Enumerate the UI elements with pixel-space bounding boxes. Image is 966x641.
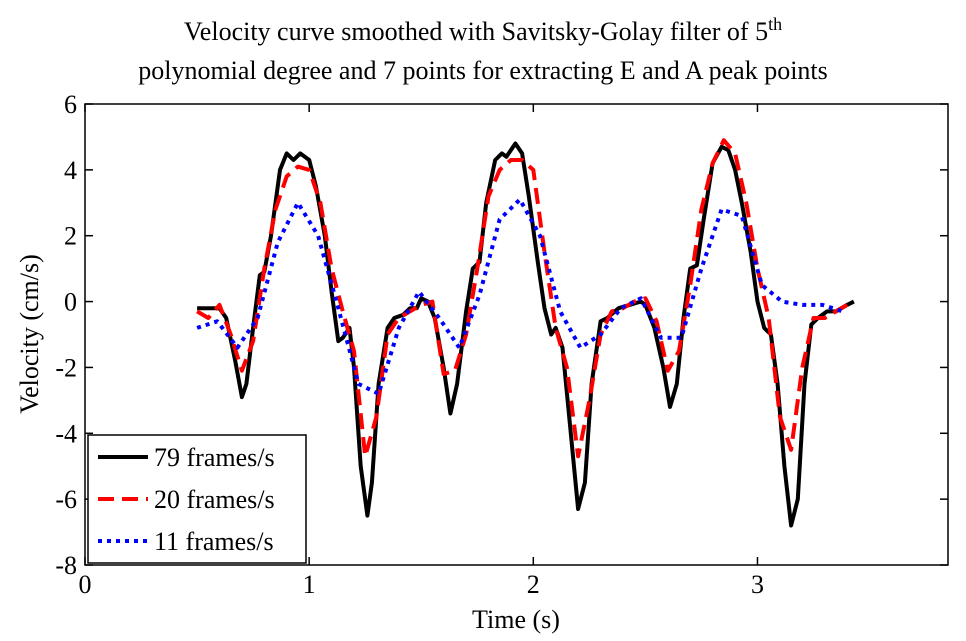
x-axis-label: Time (s): [472, 605, 560, 634]
y-tick-label: 6: [64, 90, 77, 119]
legend-label: 20 frames/s: [154, 485, 275, 514]
x-tick-label: 0: [79, 570, 92, 599]
title-text: Velocity curve smoothed with Savitsky-Go…: [184, 17, 768, 46]
data-line: [197, 141, 855, 528]
data-line: [196, 197, 844, 396]
chart-title: polynomial degree and 7 points for extra…: [138, 56, 828, 85]
legend-label: 11 frames/s: [154, 527, 274, 556]
y-tick-label: 2: [64, 222, 77, 251]
y-tick-label: -6: [55, 485, 77, 514]
legend-label: 79 frames/s: [154, 443, 275, 472]
y-axis-label: Velocity (cm/s): [15, 254, 44, 414]
x-tick-label: 3: [751, 570, 764, 599]
y-tick-label: 0: [64, 288, 77, 317]
chart-title: Velocity curve smoothed with Savitsky-Go…: [184, 14, 782, 46]
data-line: [196, 138, 849, 459]
legend: 79 frames/s 20 frames/s 11 frames/s: [87, 434, 307, 564]
y-tick-label: -4: [55, 419, 77, 448]
y-tick-label: 4: [64, 156, 77, 185]
y-tick-label: -2: [55, 353, 77, 382]
title-sup: th: [768, 14, 782, 34]
plot-frame: [84, 103, 949, 566]
x-tick-label: 2: [527, 570, 540, 599]
x-tick-label: 1: [303, 570, 316, 599]
y-tick-label: -8: [55, 551, 77, 580]
